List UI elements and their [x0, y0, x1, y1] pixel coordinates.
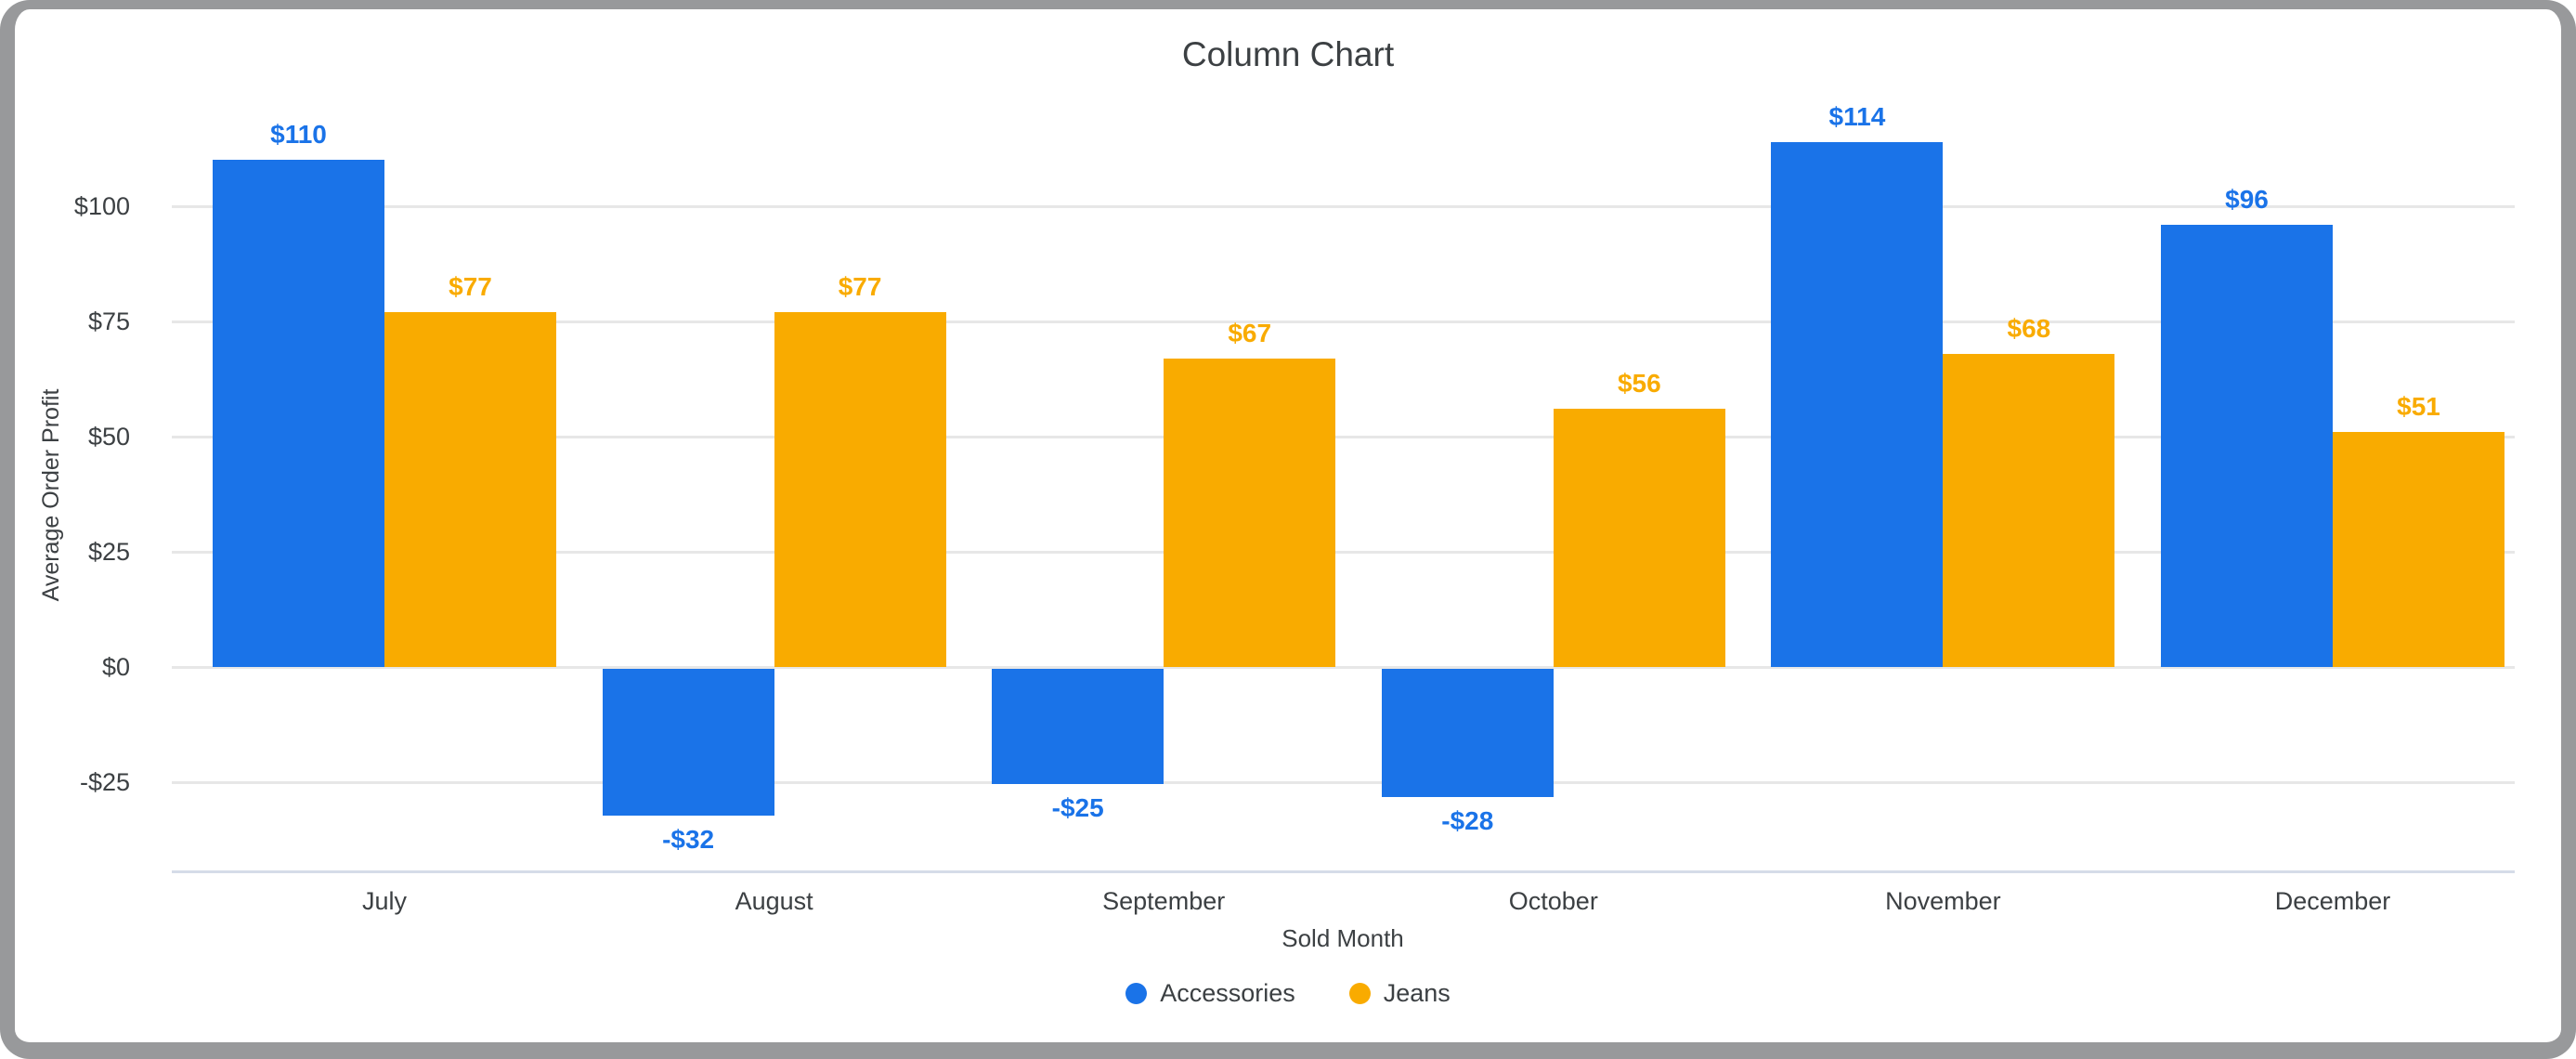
- bar-jeans-october[interactable]: [1553, 409, 1725, 667]
- x-axis-title: Sold Month: [1281, 924, 1404, 952]
- gridline--25: [172, 550, 2515, 554]
- legend: Accessories Jeans: [0, 977, 2576, 1009]
- gridline--0: [172, 665, 2515, 669]
- legend-dot-jeans: [1348, 982, 1371, 1004]
- legend-item-accessories[interactable]: Accessories: [1125, 977, 1295, 1009]
- value-label-accessories-october: -$28: [1441, 806, 1494, 836]
- x-tick-label-december: December: [2274, 887, 2391, 915]
- legend-label-accessories: Accessories: [1160, 979, 1295, 1007]
- y-tick-label--0: $0: [101, 653, 130, 681]
- value-label-jeans-october: $56: [1617, 369, 1661, 399]
- x-tick-label-september: September: [1102, 887, 1226, 915]
- value-label-jeans-december: $51: [2397, 392, 2440, 422]
- bar-accessories-september[interactable]: [992, 668, 1164, 784]
- value-label-accessories-august: -$32: [662, 825, 715, 855]
- value-label-jeans-november: $68: [2007, 313, 2051, 343]
- bar-accessories-july[interactable]: [213, 160, 384, 667]
- gridline--25: [172, 780, 2515, 784]
- value-label-accessories-september: -$25: [1051, 792, 1104, 822]
- legend-item-jeans[interactable]: Jeans: [1348, 977, 1451, 1009]
- bar-accessories-october[interactable]: [1381, 668, 1554, 798]
- value-label-jeans-august: $77: [838, 272, 882, 302]
- x-tick-label-november: November: [1885, 887, 2001, 915]
- x-tick-label-july: July: [361, 887, 407, 915]
- bar-accessories-december[interactable]: [2161, 224, 2333, 667]
- value-label-accessories-december: $96: [2225, 184, 2269, 214]
- bar-jeans-november[interactable]: [1943, 353, 2115, 667]
- bar-jeans-july[interactable]: [384, 312, 556, 667]
- bar-jeans-december[interactable]: [2333, 432, 2504, 667]
- y-tick-label--25: $25: [87, 538, 130, 566]
- bar-accessories-august[interactable]: [602, 668, 774, 817]
- y-tick-label--75: $75: [87, 307, 130, 335]
- x-tick-label-october: October: [1508, 887, 1598, 915]
- bar-jeans-august[interactable]: [774, 312, 946, 667]
- y-tick-label--25: -$25: [79, 768, 130, 796]
- gridline--75: [172, 320, 2515, 323]
- x-tick-label-august: August: [735, 887, 813, 915]
- gridline--100: [172, 204, 2515, 208]
- gridline--50: [172, 435, 2515, 438]
- y-tick-label--50: $50: [87, 423, 130, 451]
- bar-accessories-november[interactable]: [1771, 141, 1944, 667]
- x-axis-line: [172, 869, 2515, 873]
- legend-dot-accessories: [1125, 982, 1148, 1004]
- bar-jeans-september[interactable]: [1164, 358, 1336, 667]
- y-tick-label--100: $100: [73, 192, 130, 220]
- value-label-jeans-september: $67: [1228, 318, 1272, 347]
- value-label-jeans-july: $77: [449, 272, 492, 302]
- chart-title: Column Chart: [1181, 35, 1395, 73]
- legend-label-jeans: Jeans: [1383, 979, 1451, 1007]
- y-axis-title: Average Order Profit: [38, 388, 64, 602]
- value-label-accessories-november: $114: [1828, 101, 1886, 131]
- value-label-accessories-july: $110: [270, 120, 327, 150]
